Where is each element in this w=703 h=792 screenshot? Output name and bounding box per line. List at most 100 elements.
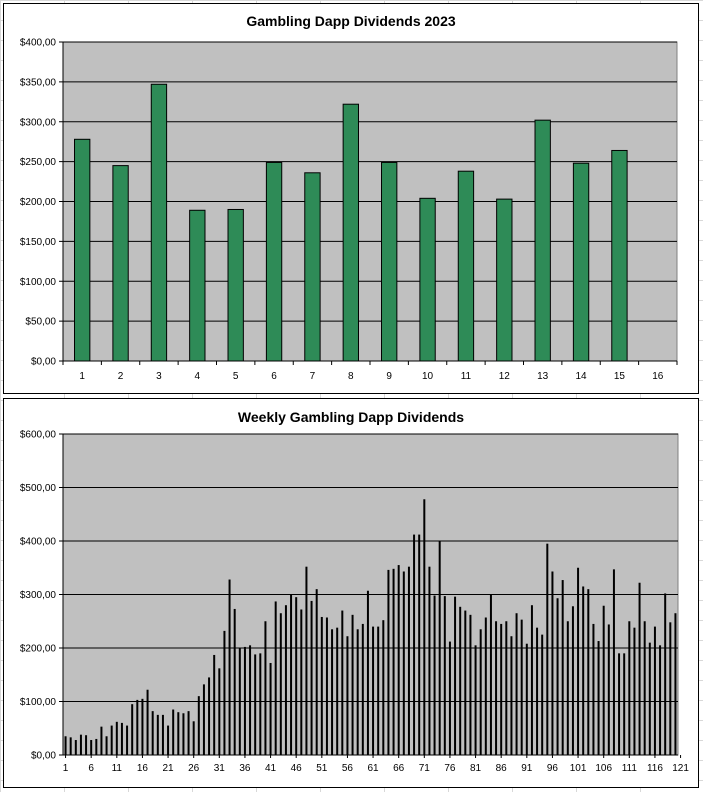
bar [346,636,349,755]
bar [305,566,308,755]
bar [428,566,431,755]
bar [325,617,328,755]
bar [500,623,503,755]
x-tick-label: 16 [137,763,149,774]
bar [457,170,475,362]
x-tick-label: 1 [79,371,85,382]
bar [146,689,149,755]
bar [228,579,231,755]
x-tick-label: 13 [537,371,549,382]
bar [243,646,246,755]
bar [218,668,221,755]
bar [295,597,298,755]
bar [541,634,544,755]
y-tick-label: $100,00 [20,277,57,288]
bar [464,610,467,755]
bar [254,654,257,755]
x-tick-label: 14 [576,371,588,382]
bar [566,621,569,755]
bar [413,534,416,755]
x-tick-label: 5 [233,371,239,382]
bar [419,197,436,362]
bar [361,623,364,755]
bar [238,648,241,755]
x-tick-label: 51 [316,763,328,774]
bar [336,627,339,755]
bar [279,613,282,755]
bar [342,103,359,362]
bar [182,713,185,755]
bar [418,534,421,755]
bar [505,621,508,755]
bar [341,610,344,755]
chart-weekly-dividends: Weekly Gambling Dapp Dividends $0,00 $100… [3,398,699,788]
bar [597,641,600,755]
bar [669,622,672,755]
y-tick-label: $250,00 [20,157,57,168]
bar [454,596,457,755]
bar [90,740,93,755]
bar [534,119,551,362]
x-tick-label: 106 [595,763,612,774]
bar [167,725,170,755]
bar-chart-svg: $0,00 $50,00 $100,00 $150,00 $200,00 $250,00 $… [20,38,678,382]
bar [659,645,662,755]
bar [208,677,211,755]
bar [551,571,554,755]
bar [638,582,641,755]
x-tick-label: 11 [112,763,123,774]
bar [202,684,205,755]
bar [290,594,293,755]
bar [172,709,175,755]
bar [387,569,390,755]
bar [623,653,626,755]
x-tick-label: 36 [239,763,251,774]
x-tick-label: 81 [470,763,482,774]
x-tick-label: 9 [386,371,392,382]
bar [612,569,615,755]
bar [177,712,180,755]
bar [112,165,129,362]
bar [120,722,123,755]
bar [443,596,446,755]
x-tick-label: 1 [63,763,69,774]
bar [269,662,272,755]
x-tick-label: 116 [647,763,663,774]
bar [382,620,385,755]
x-tick-label: 86 [496,763,508,774]
bar [433,595,436,755]
x-tick-label: 7 [310,371,316,382]
x-tick-label: 101 [570,763,587,774]
x-tick-label: 4 [195,371,201,382]
x-tick-label: 61 [368,763,380,774]
x-tick-label: 12 [499,371,511,382]
bar [572,162,590,362]
bar [520,619,523,755]
x-tick-label: 96 [547,763,559,774]
bar [223,630,226,755]
bar [525,643,528,755]
bar [448,641,451,755]
bar [249,645,252,755]
x-tick-label: 91 [521,763,533,774]
bar [187,711,190,755]
bar [105,736,108,755]
bar [397,565,400,755]
x-tick-label: 11 [461,371,472,382]
x-tick-label: 16 [652,371,664,382]
y-tick-label: $400,00 [20,537,57,548]
x-tick-label: 66 [393,763,405,774]
bar [331,629,334,755]
x-tick-label: 76 [444,763,456,774]
bar [611,149,628,362]
bar [64,736,67,755]
bar [126,725,129,755]
bar [618,653,621,755]
y-tick-label: $300,00 [20,117,57,128]
bar [592,623,595,755]
bar [131,704,134,755]
bar [315,589,318,755]
bar [392,568,395,755]
bar [561,580,564,755]
bar [233,608,236,755]
